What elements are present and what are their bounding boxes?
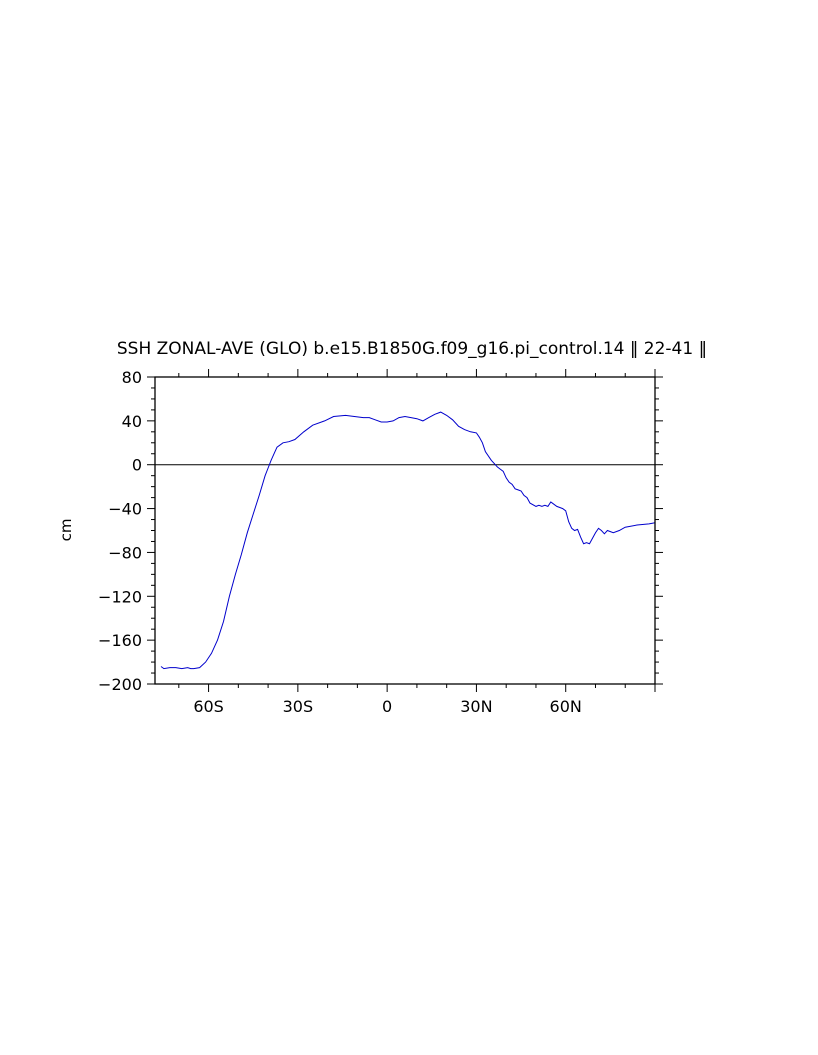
x-tick-label: 30S <box>283 697 314 716</box>
y-tick-label: −160 <box>98 631 142 650</box>
y-tick-label: −200 <box>98 675 142 694</box>
y-tick-label: −120 <box>98 587 142 606</box>
plot-frame <box>154 376 656 685</box>
x-tick-label: 60S <box>193 697 224 716</box>
y-tick-label: 40 <box>122 412 142 431</box>
x-tick-label: 60N <box>550 697 582 716</box>
axis-ticks <box>147 369 663 692</box>
y-tick-label: 80 <box>122 368 142 387</box>
chart-title: SSH ZONAL-AVE (GLO) b.e15.B1850G.f09_g16… <box>117 339 707 359</box>
tick-labels: 80 40 0 −40 −80 −120 −160 −200 60S 30S 0 30N 60N <box>98 368 582 716</box>
y-tick-label: −40 <box>108 500 142 519</box>
x-tick-label: 0 <box>382 697 392 716</box>
y-tick-label: 0 <box>132 456 142 475</box>
ssh-series-line <box>160 411 656 670</box>
x-tick-label: 30N <box>460 697 492 716</box>
y-axis-label: cm <box>57 519 75 542</box>
y-tick-label: −80 <box>108 543 142 562</box>
